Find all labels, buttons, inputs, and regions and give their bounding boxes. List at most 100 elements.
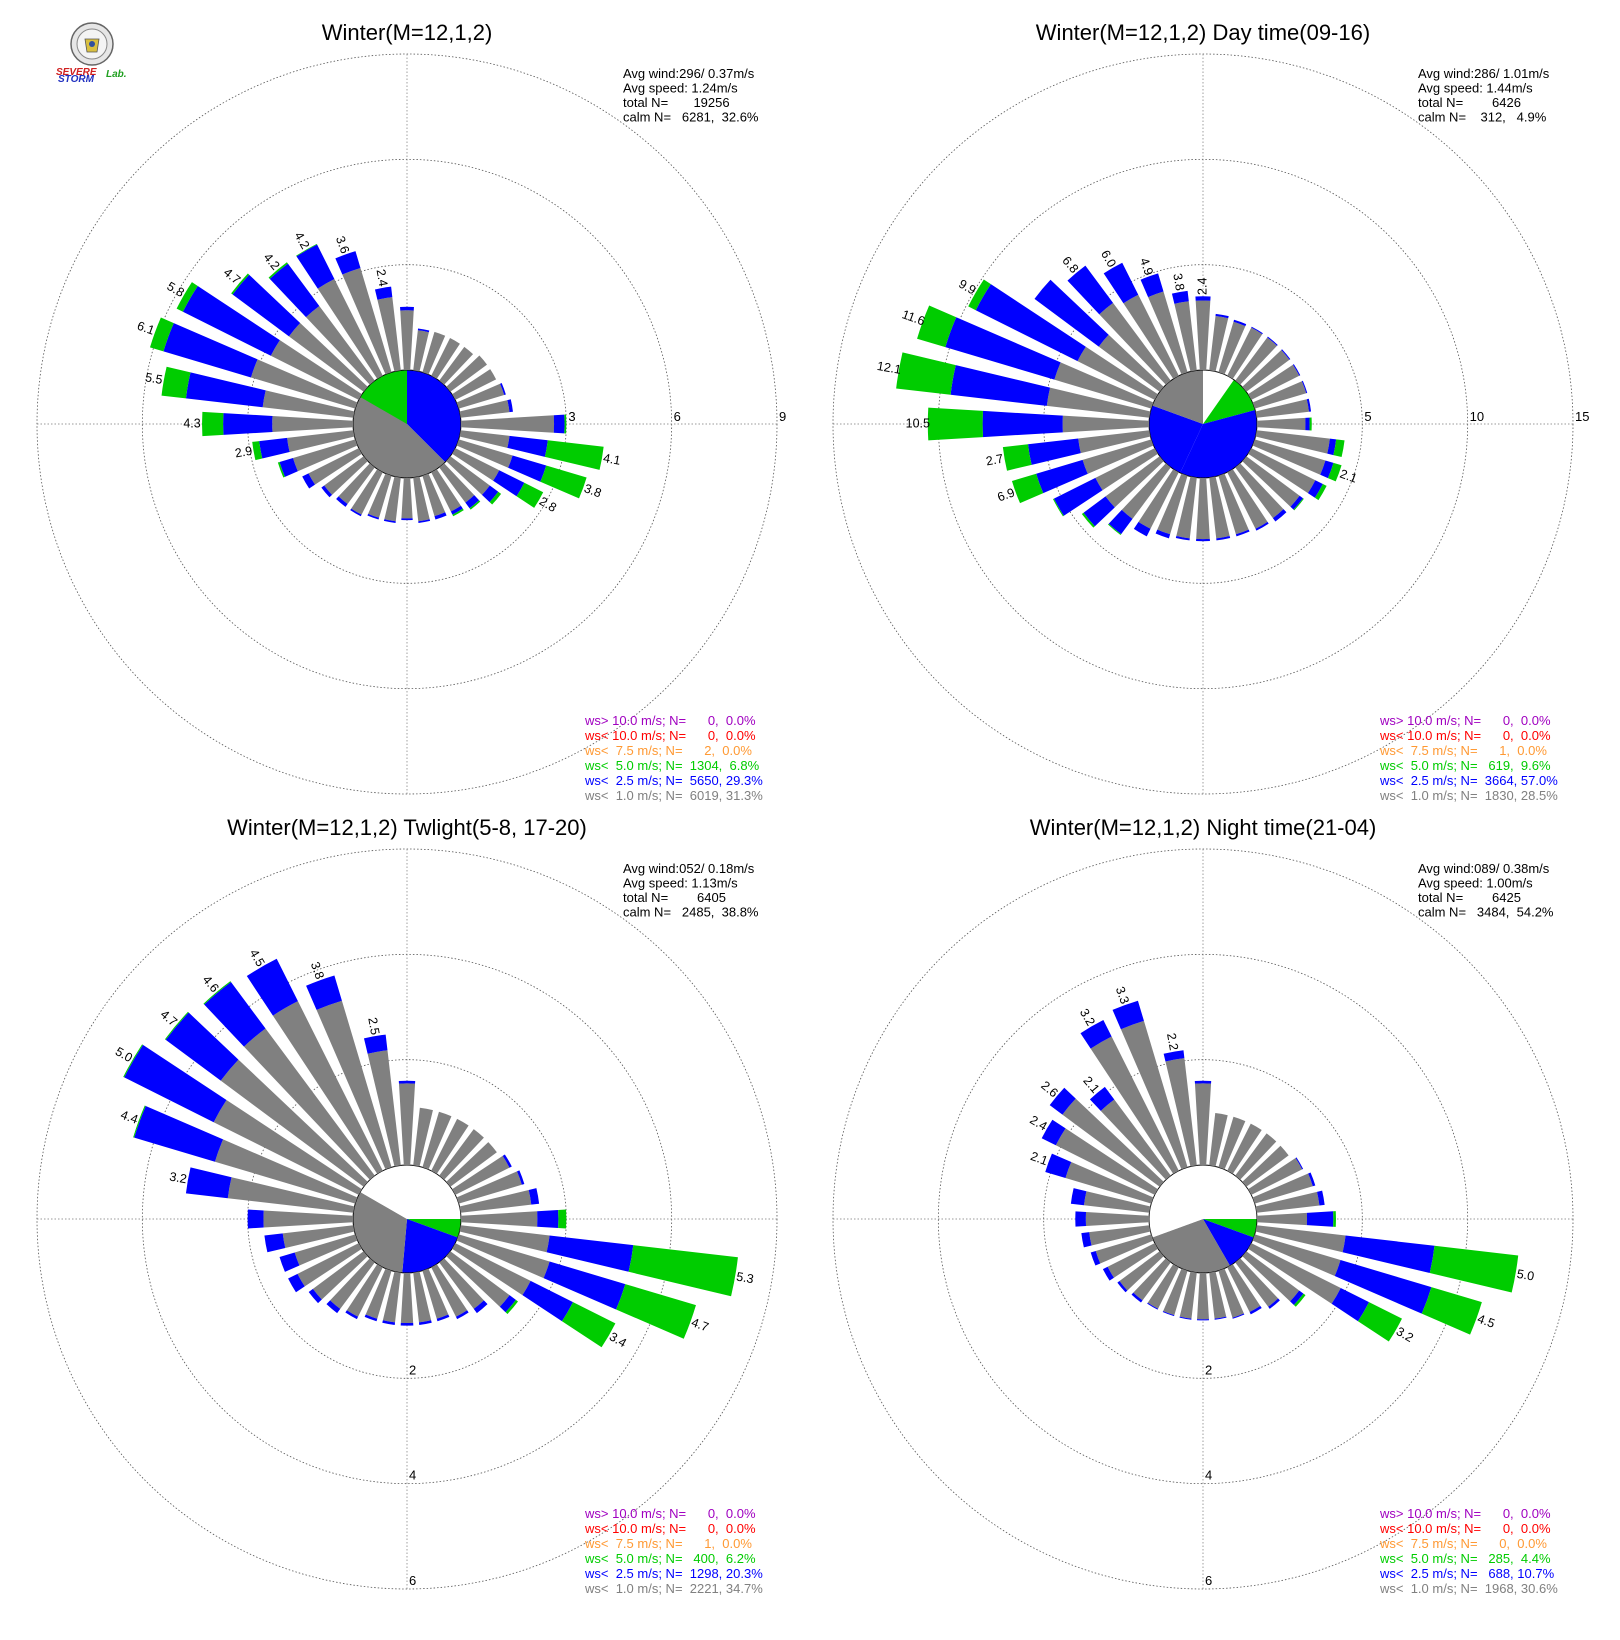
bar-segment-blue xyxy=(1067,265,1114,315)
direction-bar xyxy=(1209,1271,1227,1320)
bar-segment-blue xyxy=(326,1300,341,1314)
bar-segment-blue xyxy=(1290,1290,1304,1305)
bar-segment-blue xyxy=(1272,509,1287,522)
bar-segment-calm xyxy=(413,1107,433,1167)
direction-bar xyxy=(1242,1251,1306,1307)
direction-bar xyxy=(459,399,513,418)
bar-segment-blue xyxy=(1108,509,1133,535)
bar-segment-calm xyxy=(1095,1234,1154,1264)
bar-segment-calm xyxy=(1256,417,1306,431)
bar-segment-blue xyxy=(264,1233,286,1253)
direction-bar xyxy=(422,473,447,520)
direction-bar xyxy=(268,262,375,385)
bar-segment-green xyxy=(1107,523,1122,536)
direction-bar xyxy=(460,414,567,434)
bar-segment-blue xyxy=(1131,1292,1143,1303)
bar-segment-calm xyxy=(227,1177,355,1213)
bar-segment-calm xyxy=(330,1258,375,1309)
bar-segment-blue xyxy=(500,383,506,396)
direction-bar xyxy=(1102,1243,1158,1281)
direction-bar xyxy=(1218,1268,1245,1319)
radial-tick-label: 4 xyxy=(409,1468,416,1483)
legend-entry: ws< 7.5 m/s; N= 2, 0.0% xyxy=(584,743,752,758)
bar-segment-blue xyxy=(1216,535,1231,541)
bar-segment-calm xyxy=(250,359,358,409)
legend-entry: ws> 10.0 m/s; N= 0, 0.0% xyxy=(584,713,756,728)
bar-segment-blue xyxy=(182,286,280,356)
bar-segment-blue xyxy=(1140,273,1164,298)
bar-segment-calm xyxy=(1209,476,1230,539)
direction-bar xyxy=(1255,1190,1325,1213)
bar-segment-green xyxy=(1002,444,1032,471)
bar-segment-calm xyxy=(439,463,475,503)
direction-bar xyxy=(364,1268,392,1322)
direction-bar xyxy=(252,430,355,461)
direction-bar xyxy=(1075,1211,1150,1227)
direction-bar xyxy=(439,1258,488,1314)
bar-segment-calm xyxy=(1218,1116,1246,1170)
bar-segment-blue xyxy=(374,286,393,300)
bar-segment-blue xyxy=(1090,1250,1101,1266)
direction-bar xyxy=(459,1225,738,1297)
bar-segment-blue xyxy=(546,1235,634,1272)
direction-bar xyxy=(1067,265,1171,385)
bar-segment-calm xyxy=(1062,415,1150,433)
bar-segment-calm xyxy=(1255,1191,1320,1213)
bar-segment-calm xyxy=(398,1083,416,1166)
calm-wedge xyxy=(1149,405,1203,473)
bar-segment-calm xyxy=(243,1028,375,1180)
direction-bar xyxy=(1255,398,1312,418)
bar-value-label: 3.3 xyxy=(1113,985,1132,1006)
radial-tick-label: 6 xyxy=(1205,1573,1212,1588)
bar-segment-calm xyxy=(338,463,375,504)
bar-segment-blue xyxy=(1301,380,1308,394)
direction-bar xyxy=(383,476,401,523)
bar-segment-green xyxy=(203,981,231,1005)
direction-bar xyxy=(185,1167,355,1213)
bar-segment-calm xyxy=(1107,1243,1158,1278)
bar-segment-calm xyxy=(452,1243,531,1296)
bar-segment-green xyxy=(1327,462,1342,482)
stats-line: Avg wind:052/ 0.18m/s xyxy=(623,861,755,876)
bar-value-label: 2.4 xyxy=(1195,278,1209,295)
calm-wedge xyxy=(1203,379,1256,424)
bar-segment-calm xyxy=(1196,477,1210,540)
direction-bar xyxy=(1163,1050,1197,1167)
bar-segment-blue xyxy=(1175,535,1190,541)
direction-bar xyxy=(1227,1264,1262,1315)
stats-line: Avg wind:286/ 1.01m/s xyxy=(1418,66,1550,81)
bar-value-label: 4.9 xyxy=(1137,256,1156,277)
bar-segment-green xyxy=(516,482,544,508)
bar-segment-blue xyxy=(1083,496,1115,527)
bar-segment-blue xyxy=(1233,319,1247,327)
radial-tick-label: 6 xyxy=(409,1573,416,1588)
direction-bar xyxy=(1209,476,1231,541)
direction-bar xyxy=(422,1111,452,1170)
direction-bar xyxy=(164,1011,368,1187)
stats-line: Avg speed: 1.00m/s xyxy=(1418,876,1533,891)
direction-bar xyxy=(456,1234,696,1339)
calm-wedge xyxy=(1203,1219,1254,1266)
direction-bar xyxy=(1218,1116,1246,1170)
radial-tick-label: 15 xyxy=(1575,409,1589,424)
bar-value-label: 4.3 xyxy=(183,416,200,430)
direction-bar xyxy=(431,1118,469,1174)
direction-bar xyxy=(446,1251,519,1315)
direction-bar xyxy=(345,1264,383,1320)
direction-bar xyxy=(1252,380,1308,409)
bar-segment-blue xyxy=(522,1280,574,1322)
bar-segment-blue xyxy=(246,958,298,1016)
wind-rose-panel: 2.12.76.910.512.111.69.96.8 6.0 4.93.8 2.45… xyxy=(832,20,1589,803)
bar-segment-calm xyxy=(1242,1145,1289,1187)
bar-value-label: 5.0 xyxy=(1516,1267,1536,1284)
bar-segment-blue xyxy=(124,1044,227,1123)
legend-entry: ws< 5.0 m/s; N= 619, 9.6% xyxy=(1379,758,1551,773)
bar-segment-blue xyxy=(279,457,298,477)
bar-segment-calm xyxy=(1078,430,1151,454)
bar-segment-blue xyxy=(418,519,431,523)
bar-segment-blue xyxy=(1331,1287,1370,1322)
bar-segment-blue xyxy=(1027,438,1081,465)
calm-wedge xyxy=(352,397,446,479)
direction-bar xyxy=(1255,430,1345,458)
bar-segment-green xyxy=(544,440,604,470)
